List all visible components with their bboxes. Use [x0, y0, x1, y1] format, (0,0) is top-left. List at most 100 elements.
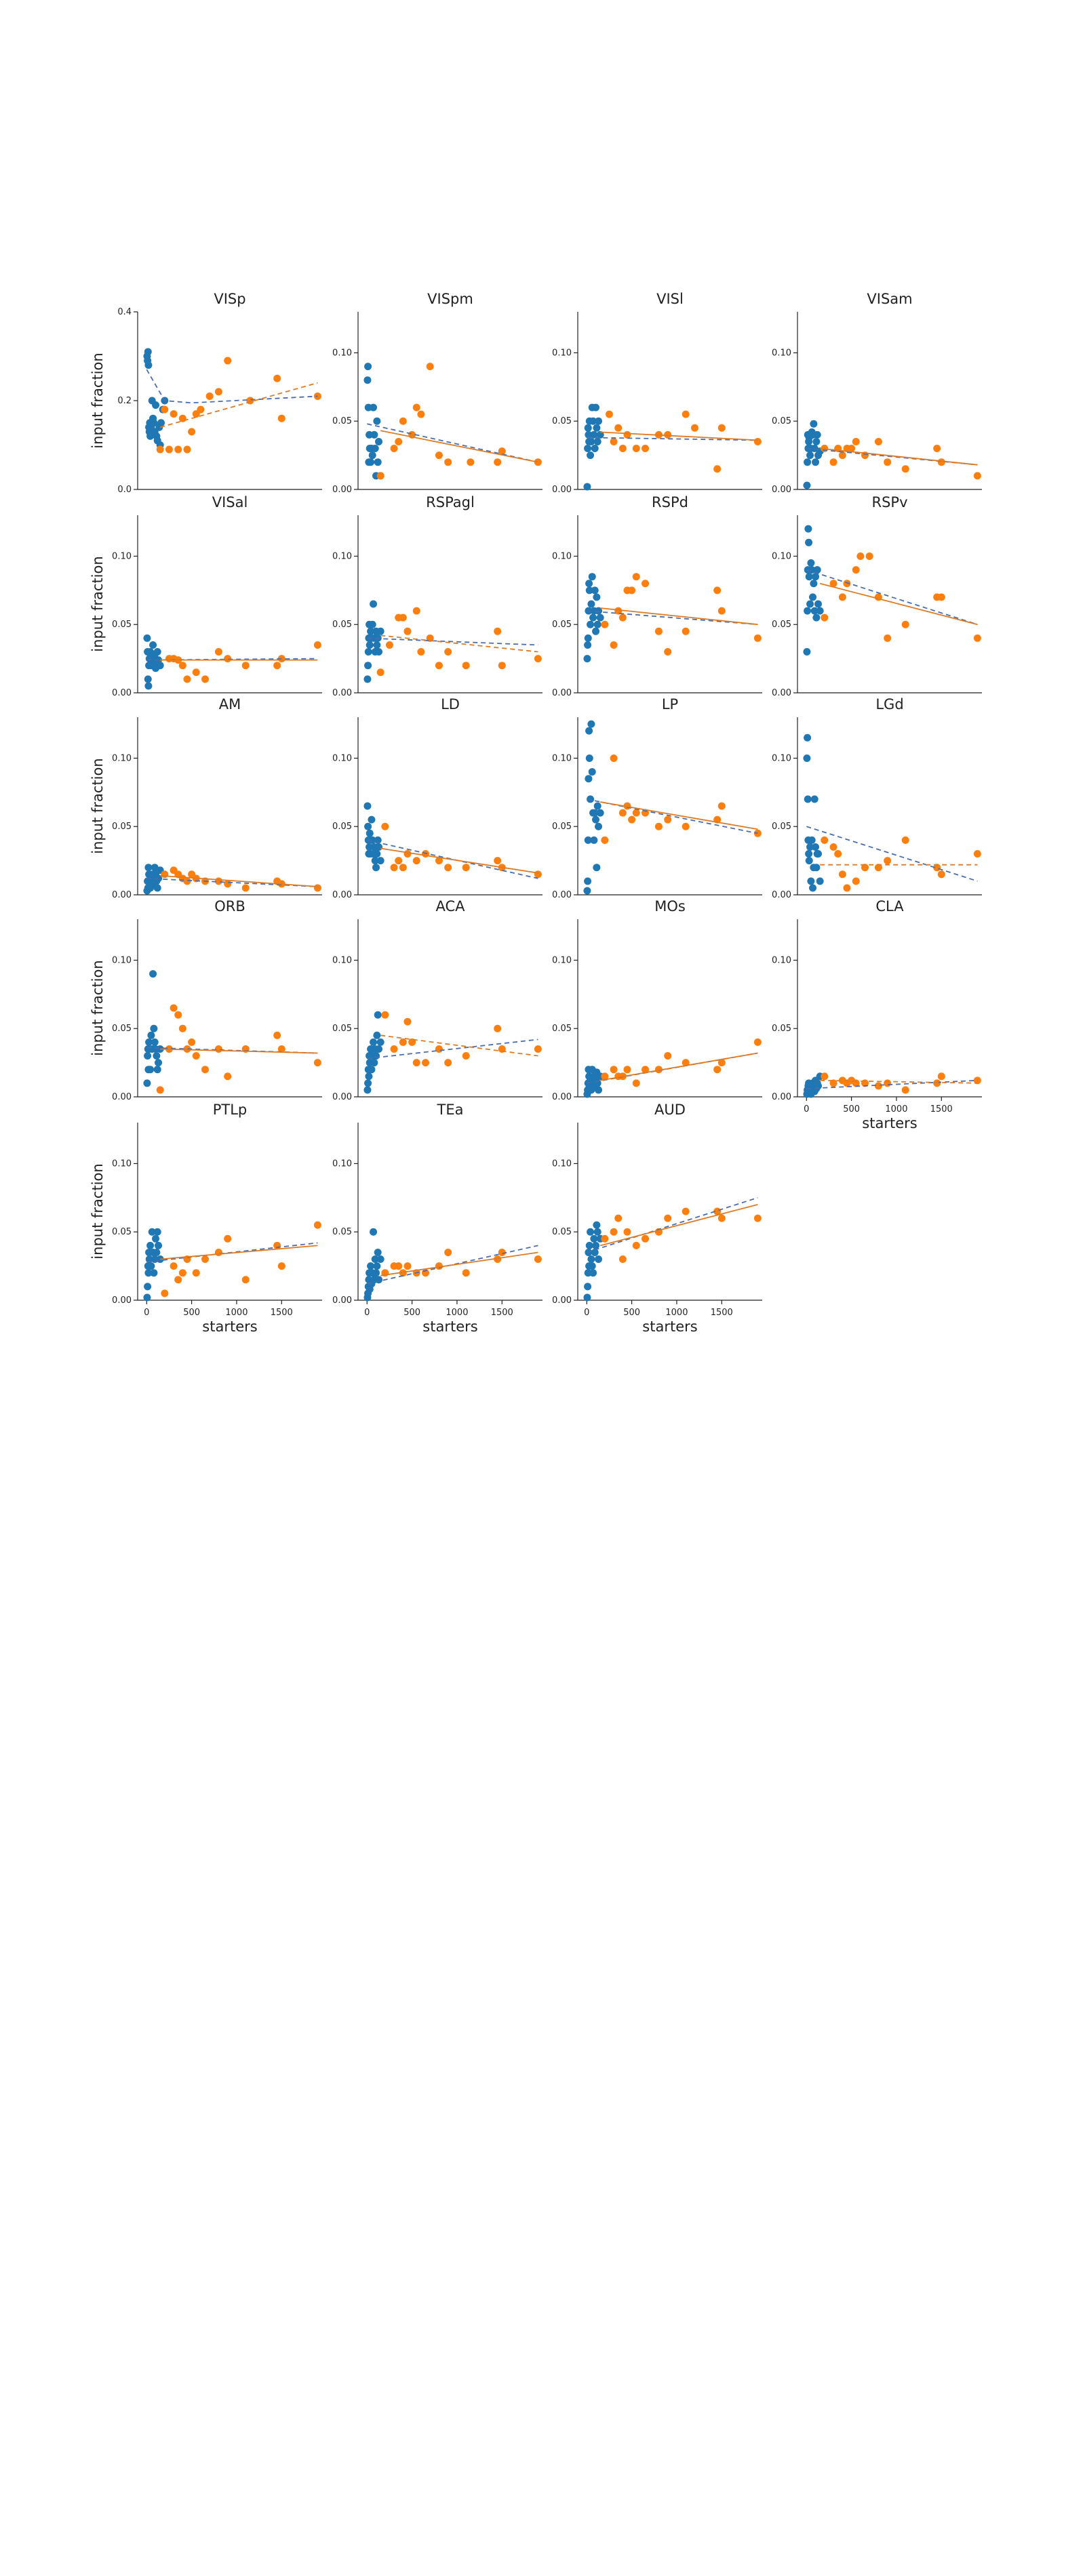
point-blue — [593, 437, 601, 445]
axis-spines — [357, 919, 542, 1098]
x-tick-label: 1000 — [665, 1308, 688, 1318]
point-orange — [682, 627, 690, 635]
panel-mos: MOs 0.00 0.05 0.10 — [552, 898, 762, 1102]
point-orange — [632, 573, 640, 581]
point-orange — [435, 662, 443, 670]
point-orange — [821, 613, 829, 622]
point-blue — [806, 843, 814, 851]
axis-spines — [357, 515, 542, 693]
point-blue — [585, 754, 593, 762]
point-blue — [595, 607, 603, 615]
panel-orb: ORB 0.00 0.05 0.10 input fraction — [90, 898, 322, 1102]
point-orange — [642, 1234, 650, 1243]
point-blue — [370, 1059, 378, 1067]
point-orange — [214, 1248, 222, 1256]
point-blue — [150, 1024, 158, 1032]
y-tick-label: 0.10 — [772, 348, 791, 358]
point-blue — [374, 458, 382, 466]
y-tick-label: 0.10 — [552, 753, 572, 763]
point-blue — [363, 802, 372, 810]
fit-line-blue — [806, 826, 978, 882]
point-orange — [884, 857, 892, 865]
point-orange — [973, 850, 981, 858]
point-orange — [937, 870, 945, 879]
point-orange — [632, 809, 640, 817]
point-blue — [587, 437, 595, 445]
point-blue — [375, 648, 383, 656]
y-tick-label: 0.0 — [117, 485, 132, 495]
x-axis-label: starters — [202, 1319, 257, 1335]
point-orange — [435, 451, 443, 460]
point-blue — [157, 419, 165, 427]
y-tick-label: 0.05 — [332, 620, 352, 630]
point-blue — [364, 662, 372, 670]
point-orange — [642, 445, 650, 453]
point-orange — [462, 1269, 470, 1277]
y-tick-label: 0.05 — [552, 1227, 572, 1237]
point-orange — [753, 1214, 762, 1222]
point-blue — [155, 1241, 163, 1249]
point-blue — [363, 376, 372, 384]
y-tick-label: 0.05 — [552, 416, 572, 426]
point-blue — [588, 573, 596, 581]
point-blue — [370, 430, 378, 439]
point-blue — [589, 417, 597, 425]
point-blue — [153, 1052, 161, 1060]
point-blue — [803, 481, 811, 489]
point-orange — [884, 634, 892, 642]
point-orange — [224, 880, 232, 888]
y-tick-label: 0.00 — [552, 485, 572, 495]
point-orange — [664, 816, 672, 824]
point-orange — [856, 552, 865, 560]
axis-spines — [577, 312, 762, 490]
point-blue — [143, 1293, 151, 1302]
point-orange — [183, 445, 191, 454]
point-blue — [587, 795, 595, 803]
point-orange — [174, 1011, 182, 1019]
y-tick-label: 0.00 — [772, 688, 791, 698]
point-blue — [806, 600, 814, 608]
x-tick-label: 1500 — [491, 1308, 513, 1318]
point-blue — [805, 538, 813, 546]
panel-title: RSPagl — [426, 494, 475, 510]
point-orange — [937, 458, 945, 466]
point-orange — [628, 816, 636, 824]
point-blue — [585, 775, 593, 783]
point-orange — [161, 1289, 169, 1297]
point-orange — [417, 410, 425, 418]
panel-title: LD — [441, 696, 460, 712]
x-tick-label: 500 — [183, 1308, 200, 1318]
point-blue — [595, 417, 603, 425]
x-axis-label: starters — [422, 1319, 477, 1335]
point-blue — [593, 593, 601, 601]
point-blue — [804, 733, 812, 742]
point-blue — [588, 768, 596, 776]
panel-title: VISp — [214, 291, 245, 307]
panel-title: AUD — [654, 1102, 686, 1118]
fit-line-orange — [160, 1245, 318, 1260]
point-orange — [273, 1241, 281, 1249]
y-tick-label: 0.10 — [332, 753, 352, 763]
panel-rspd: RSPd 0.00 0.05 0.10 — [552, 494, 762, 698]
point-orange — [395, 1262, 403, 1270]
panel-visl: VISl 0.00 0.05 0.10 — [552, 291, 762, 495]
point-orange — [178, 662, 186, 670]
point-orange — [381, 822, 389, 830]
point-orange — [534, 1255, 542, 1264]
point-orange — [614, 424, 623, 432]
point-orange — [852, 437, 860, 445]
y-axis-label: input fraction — [90, 1163, 106, 1259]
point-orange — [422, 1059, 430, 1067]
point-orange — [753, 437, 762, 445]
point-blue — [584, 634, 592, 642]
point-blue — [589, 613, 597, 622]
point-blue — [144, 348, 152, 356]
point-blue — [591, 445, 599, 453]
x-tick-label: 500 — [843, 1104, 860, 1114]
point-orange — [623, 430, 631, 439]
point-orange — [614, 607, 623, 615]
point-blue — [812, 613, 821, 622]
point-orange — [601, 1072, 609, 1081]
point-blue — [810, 420, 818, 428]
point-orange — [937, 593, 945, 601]
